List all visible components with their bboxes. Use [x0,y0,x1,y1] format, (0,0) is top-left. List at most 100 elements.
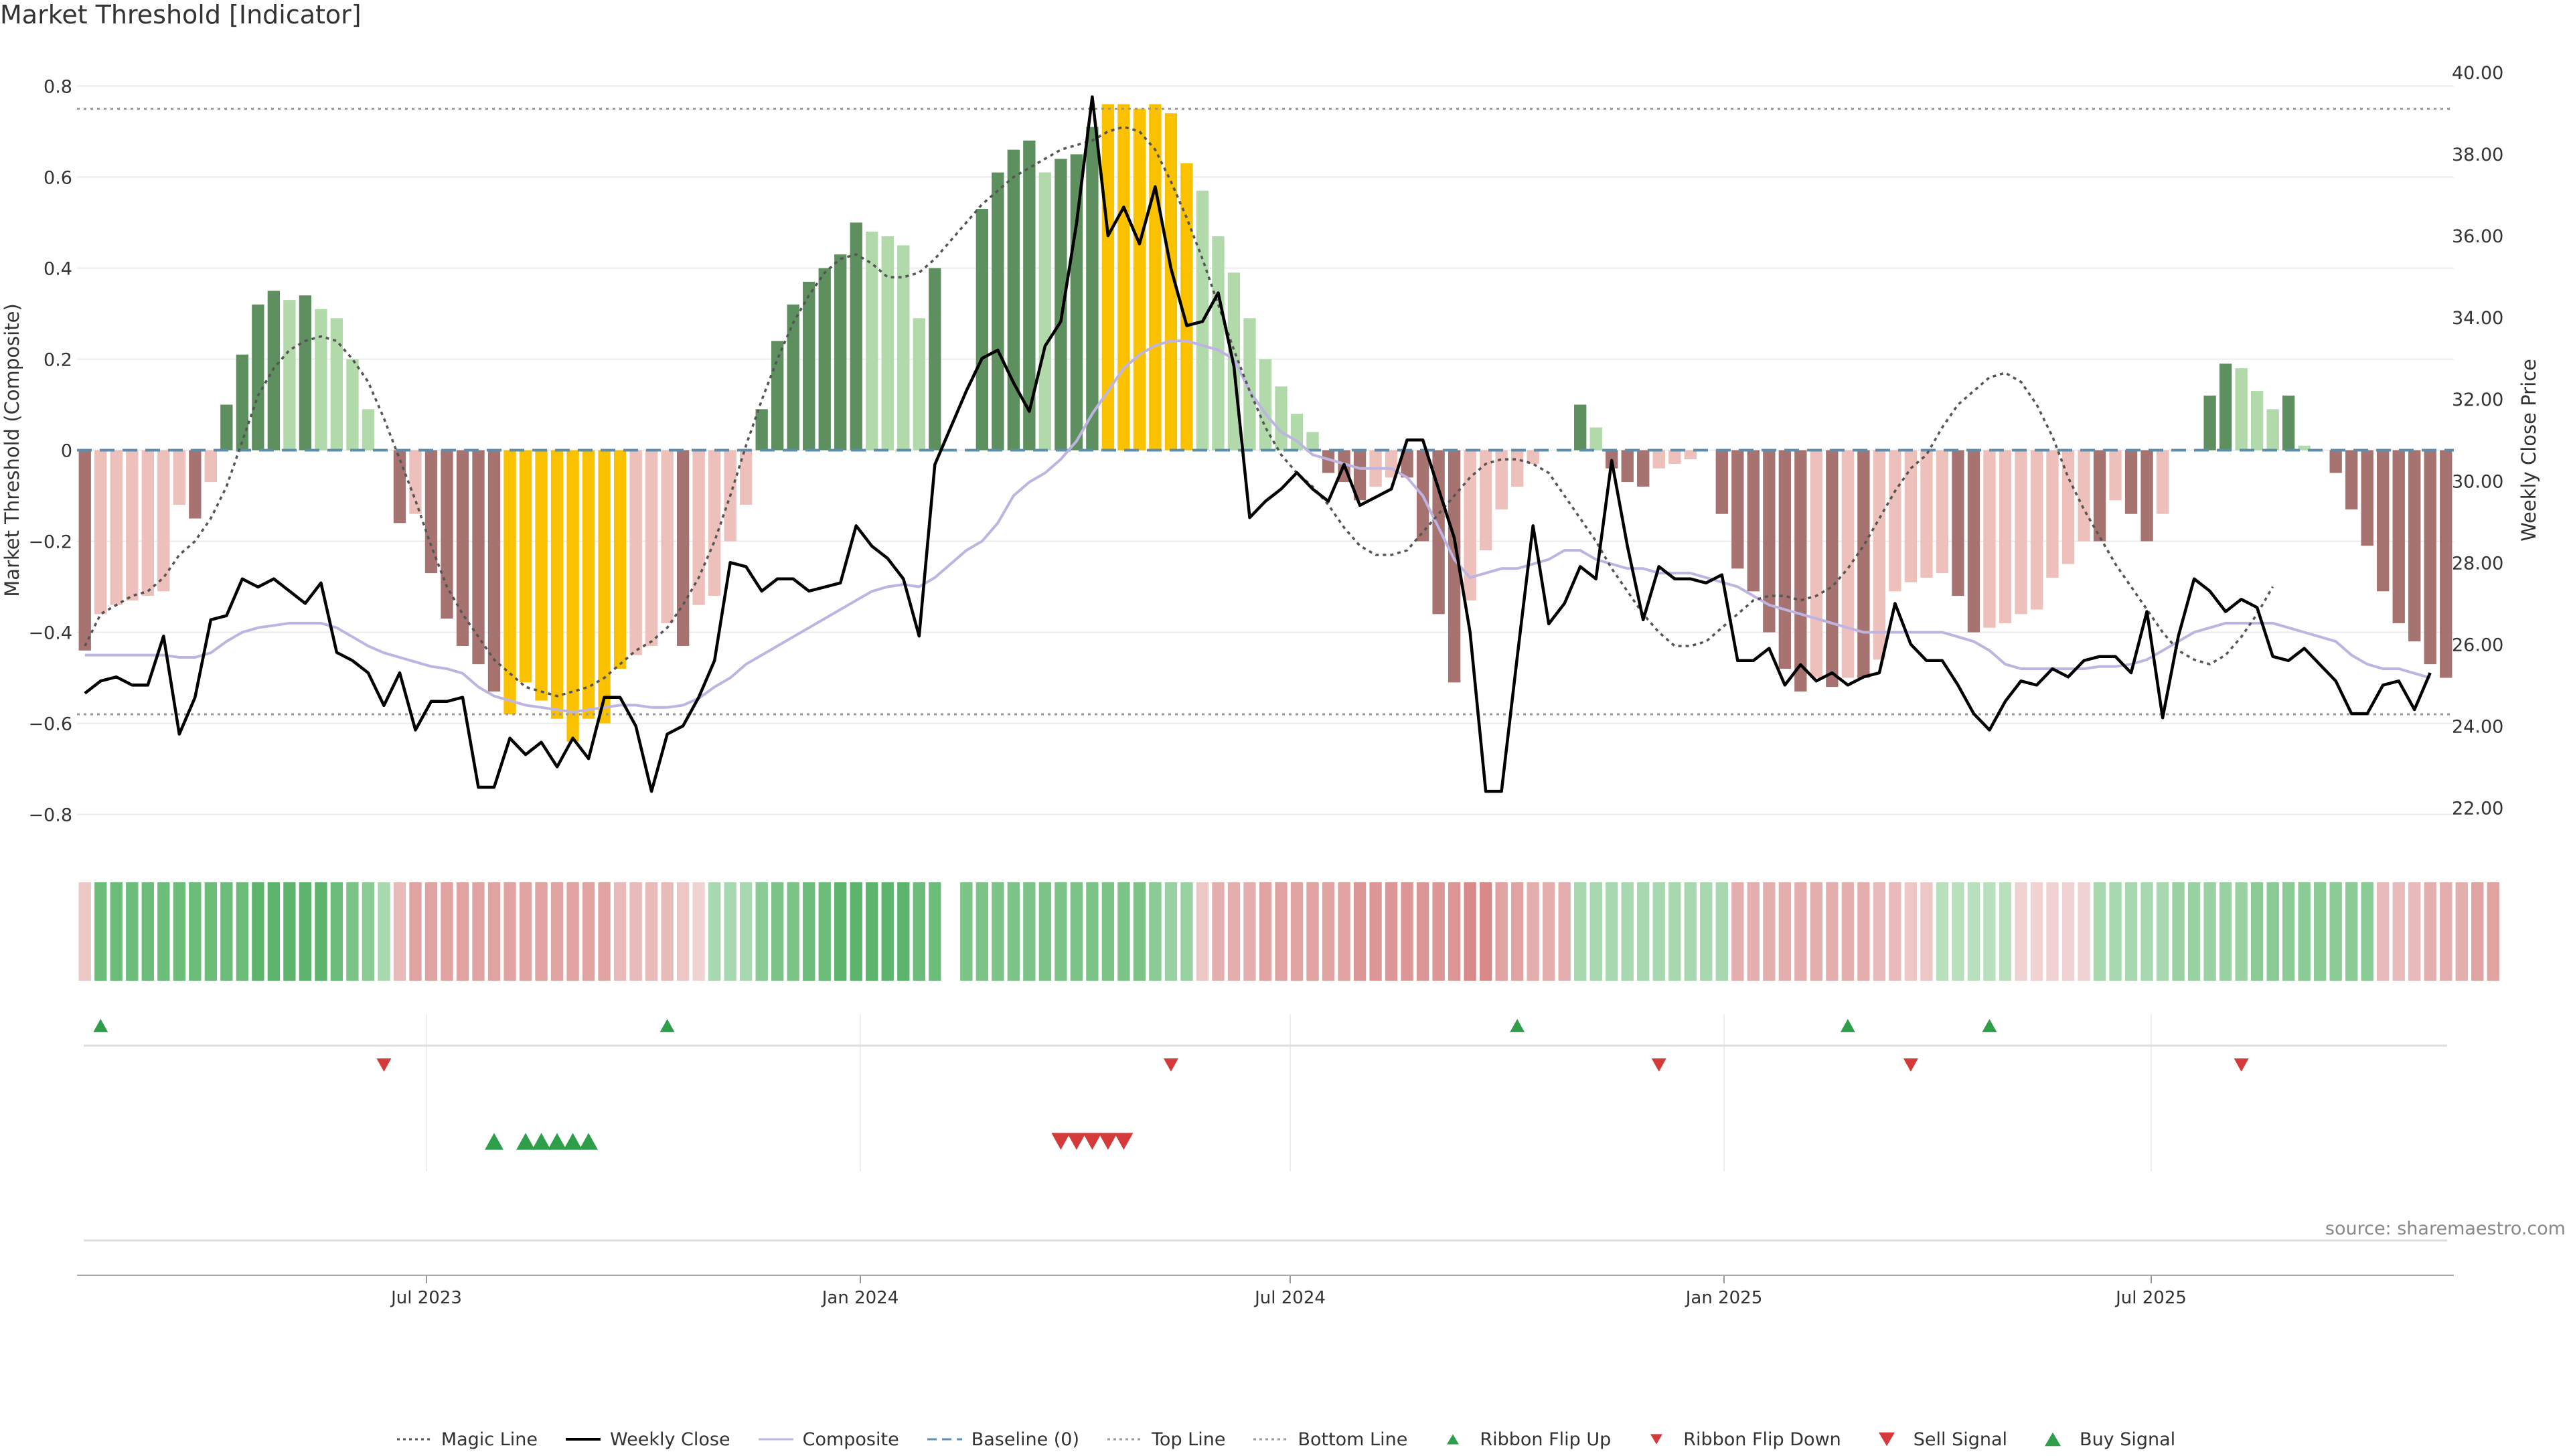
histogram-bar [2329,450,2342,473]
y-left-tick-label: 0.4 [44,258,72,279]
ribbon-cell [189,882,202,981]
ribbon-cell [755,882,768,981]
ribbon-cell [1259,882,1272,981]
histogram-bar [661,450,674,623]
ribbon-cell [2250,882,2264,981]
legend-swatch [758,1438,793,1441]
histogram-bar [976,209,988,451]
histogram-bar [1920,450,1933,578]
histogram-bar [1180,163,1193,451]
histogram-bar [1149,104,1162,451]
y-right-tick-label: 24.00 [2452,716,2503,737]
y-right-tick-label: 32.00 [2452,390,2503,410]
histogram-bar [2093,450,2106,542]
legend-swatch [1878,1432,1895,1447]
ribbon-cell [2187,882,2201,981]
ribbon-cell [1117,882,1130,981]
ribbon-cell [1464,882,1476,981]
histogram-bar [456,450,469,646]
legend-label: Baseline (0) [971,1429,1080,1450]
ribbon-cell [1794,882,1807,981]
ribbon-cell [598,882,611,981]
histogram-bar [755,409,768,451]
ribbon-cell [1621,882,1634,981]
histogram-bar [1826,450,1839,687]
buy-signal-marker [532,1133,551,1150]
ribbon-cell [1055,882,1067,981]
legend-item: Weekly Close [564,1429,730,1450]
histogram-bar [1778,450,1791,669]
ribbon-cell [220,882,233,981]
ribbon-cell [1401,882,1413,981]
ribbon-cell [299,882,312,981]
histogram-bar [1747,450,1760,592]
legend-label: Ribbon Flip Down [1683,1429,1841,1450]
legend-swatch [1650,1434,1663,1445]
legend-label: Buy Signal [2080,1429,2176,1450]
ribbon-cell [456,882,469,981]
histogram-bar [992,172,1004,451]
legend-swatch [2045,1432,2061,1447]
ribbon-cell [787,882,799,981]
legend-item: Ribbon Flip Up [1434,1429,1611,1450]
histogram-bar [582,450,595,719]
y-left-tick-label: 0.6 [44,167,72,188]
sell-signal-marker [1067,1133,1086,1150]
histogram-bar [1101,104,1115,451]
ribbon-cell [1275,882,1288,981]
ribbon-cell [1369,882,1382,981]
histogram-bar [1510,450,1524,487]
histogram-bar [1763,450,1776,633]
ribbon-cell [2282,882,2295,981]
ribbon-cell [330,882,343,981]
ribbon-cell [2078,882,2090,981]
histogram-bar [2440,450,2452,678]
histogram-bar [1322,450,1335,473]
y-left-tick-label: −0.6 [28,714,72,735]
y-left-tick-label: −0.2 [28,532,72,553]
histogram-bar [1904,450,1918,582]
histogram-bar [2408,450,2421,642]
histogram-bar [362,409,375,451]
histogram-bar [2203,395,2216,451]
ribbon-cell [173,882,185,981]
ribbon-cell [1606,882,1618,981]
ribbon-cell [2487,882,2499,981]
ribbon-cell [2329,882,2342,981]
histogram-bar [645,450,658,646]
ribbon-flip-down-marker [1163,1058,1178,1072]
histogram-bar [708,450,721,596]
ribbon-cell [566,882,579,981]
histogram-bar [1936,450,1949,574]
ribbon-cell [1495,882,1508,981]
histogram-bar [1527,450,1539,464]
histogram-bar [1353,450,1367,501]
histogram-bar [2282,395,2295,451]
ribbon-cell [1180,882,1193,981]
ribbon-cell [1652,882,1665,981]
ribbon-cell [2219,882,2232,981]
histogram-bar [2219,363,2232,451]
chart-legend: Magic Line Weekly Close Composite Baseline … [0,1423,2571,1456]
ribbon-cell [472,882,485,981]
ribbon-cell [535,882,548,981]
histogram-bar [566,450,579,742]
ribbon-flip-up-marker [1510,1019,1525,1032]
histogram-bar [157,450,170,592]
histogram-bar [692,450,705,605]
legend-swatch [1253,1438,1289,1441]
ribbon-cell [503,882,516,981]
ribbon-cell [2124,882,2138,981]
ribbon-cell [2156,882,2169,981]
ribbon-cell [2471,882,2484,981]
chart-title: Market Threshold [Indicator] [0,0,362,29]
ribbon-cell [393,882,406,981]
legend-label: Top Line [1152,1429,1226,1450]
ribbon-cell [252,882,264,981]
ribbon-cell [1589,882,1602,981]
y-right-tick-label: 30.00 [2452,471,2503,492]
histogram-bar [126,450,139,600]
histogram-bar [424,450,438,574]
histogram-bar [2078,450,2090,542]
histogram-bar [550,450,564,719]
